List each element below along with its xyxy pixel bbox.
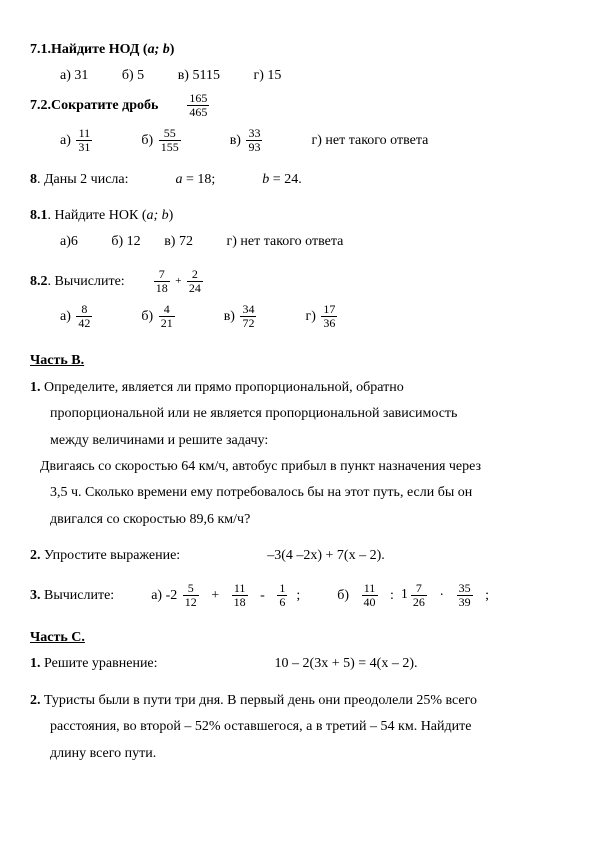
q82-f1: 718 xyxy=(154,268,170,295)
partB-q1-l6: двигался со скоростью 89,6 км/ч? xyxy=(30,509,565,531)
q81-d: г) нет такого ответа xyxy=(226,231,343,253)
q72-main-frac: 165 465 xyxy=(187,92,209,119)
q71-title: 7.1.Найдите НОД (a; b) xyxy=(30,39,565,61)
partB-q1-l4: Двигаясь со скоростью 64 км/ч, автобус п… xyxy=(30,456,565,478)
q82-c-lbl: в) xyxy=(224,309,235,324)
q71-label: 7.1.Найдите НОД ( xyxy=(30,42,148,57)
partB-q2-n: 2. xyxy=(30,548,41,563)
partC-q1-n: 1. xyxy=(30,656,41,671)
q81-close: ) xyxy=(169,208,174,223)
q3-semi1: ; xyxy=(296,587,300,602)
q71-c: в) 5115 xyxy=(178,65,220,87)
partB-q1-l2: пропорциональной или не является пропорц… xyxy=(30,403,565,425)
partB-q3-b-lbl: б) xyxy=(337,587,349,602)
q8-line: 8. Даны 2 числа: a = 18; b = 24. xyxy=(30,169,565,191)
q82-b-f: 421 xyxy=(159,303,175,330)
q8-b-val: = 24. xyxy=(269,172,301,187)
q82-a-f: 842 xyxy=(76,303,92,330)
q82-text: . Вычислите: xyxy=(48,274,125,289)
q81-ab: a; b xyxy=(146,208,168,223)
q3-b-mixed: 1726 xyxy=(401,582,429,609)
partB-q3-t: Вычислите: xyxy=(41,587,115,602)
q82-f2: 224 xyxy=(187,268,203,295)
q82-c-f: 3472 xyxy=(240,303,256,330)
q81-num: 8.1 xyxy=(30,208,48,223)
q8-text: . Даны 2 числа: xyxy=(37,172,129,187)
partC-q2-l2: расстояния, во второй – 52% оставшегося,… xyxy=(30,716,565,738)
q3-a-f2: 1118 xyxy=(232,582,248,609)
partB-q2: 2. Упростите выражение: –3(4 –2x) + 7(x … xyxy=(30,545,565,567)
partB-q1-l3: между величинами и решите задачу: xyxy=(30,430,565,452)
partB-title: Часть В. xyxy=(30,350,565,372)
partB-q1: 1. Определите, является ли прямо пропорц… xyxy=(30,377,565,399)
q71-d: г) 15 xyxy=(253,65,281,87)
q3-semi2: ; xyxy=(485,587,489,602)
q82-b-lbl: б) xyxy=(141,309,153,324)
q72-label: 7.2.Сократите дробь xyxy=(30,98,158,113)
partB-q3-a-lbl: а) -2 xyxy=(151,587,177,602)
partB-q3-n: 3. xyxy=(30,587,41,602)
q82-options: а) 842 б) 421 в) 3472 г) 1736 xyxy=(30,303,565,330)
q72-b-frac: 55155 xyxy=(159,127,181,154)
q71-close: ) xyxy=(170,42,175,57)
q82-d-f: 1736 xyxy=(321,303,337,330)
partB-q1-n: 1. xyxy=(30,380,41,395)
q72-a-frac: 1131 xyxy=(76,127,92,154)
q3-a-f1: 512 xyxy=(183,582,199,609)
q3-dot: · xyxy=(439,587,444,602)
q3-b-f3: 3539 xyxy=(457,582,473,609)
q82-num: 8.2 xyxy=(30,274,48,289)
partB-q2-e: –3(4 –2x) + 7(x – 2). xyxy=(267,548,385,563)
partC-title: Часть С. xyxy=(30,627,565,649)
q3-colon: : xyxy=(390,587,394,602)
partC-q1-e: 10 – 2(3x + 5) = 4(x – 2). xyxy=(275,656,418,671)
q81-options: а)6 б) 12 в) 72 г) нет такого ответа xyxy=(30,231,565,253)
partC-q2: 2. Туристы были в пути три дня. В первый… xyxy=(30,690,565,712)
q71-ab: a; b xyxy=(148,42,170,57)
partC-q2-t: Туристы были в пути три дня. В первый де… xyxy=(41,693,478,708)
q8-a-val: = 18; xyxy=(183,172,216,187)
q82-d-lbl: г) xyxy=(305,309,315,324)
q72-options: а) 1131 б) 55155 в) 3393 г) нет такого о… xyxy=(30,127,565,154)
partC-q1: 1. Решите уравнение: 10 – 2(3x + 5) = 4(… xyxy=(30,653,565,675)
q81-a: а)6 xyxy=(60,231,78,253)
partC-q2-l3: длину всего пути. xyxy=(30,743,565,765)
q72-a-lbl: а) xyxy=(60,133,71,148)
q81-title: 8.1. Найдите НОК (a; b) xyxy=(30,205,565,227)
q3-plus: + xyxy=(211,587,219,602)
partC-q1-t: Решите уравнение: xyxy=(41,656,158,671)
q81-text: . Найдите НОК ( xyxy=(48,208,147,223)
q81-c: в) 72 xyxy=(164,231,193,253)
q72-d: г) нет такого ответа xyxy=(311,133,428,148)
q8-num: 8 xyxy=(30,172,37,187)
q82-title: 8.2. Вычислите: 718 + 224 xyxy=(30,268,565,295)
q72-title: 7.2.Сократите дробь 165 465 xyxy=(30,92,565,119)
partB-q1-l5: 3,5 ч. Сколько времени ему потребовалось… xyxy=(30,482,565,504)
q81-b: б) 12 xyxy=(111,231,140,253)
q3-minus: - xyxy=(260,587,265,602)
partB-q3: 3. Вычислите: а) -2 512 + 1118 - 16 ; б)… xyxy=(30,582,565,609)
q72-b-lbl: б) xyxy=(141,133,153,148)
q71-a: а) 31 xyxy=(60,65,88,87)
partC-q2-n: 2. xyxy=(30,693,41,708)
partB-q1-l1: Определите, является ли прямо пропорцион… xyxy=(41,380,404,395)
q72-c-lbl: в) xyxy=(230,133,241,148)
q3-a-f3: 16 xyxy=(277,582,287,609)
q82-plus: + xyxy=(175,275,181,287)
q3-b-f1: 1140 xyxy=(362,582,378,609)
q8-a-lbl: a xyxy=(176,172,183,187)
partB-q2-t: Упростите выражение: xyxy=(41,548,181,563)
q71-options: а) 31 б) 5 в) 5115 г) 15 xyxy=(30,65,565,87)
q71-b: б) 5 xyxy=(122,65,144,87)
q72-c-frac: 3393 xyxy=(246,127,262,154)
q82-a-lbl: а) xyxy=(60,309,71,324)
